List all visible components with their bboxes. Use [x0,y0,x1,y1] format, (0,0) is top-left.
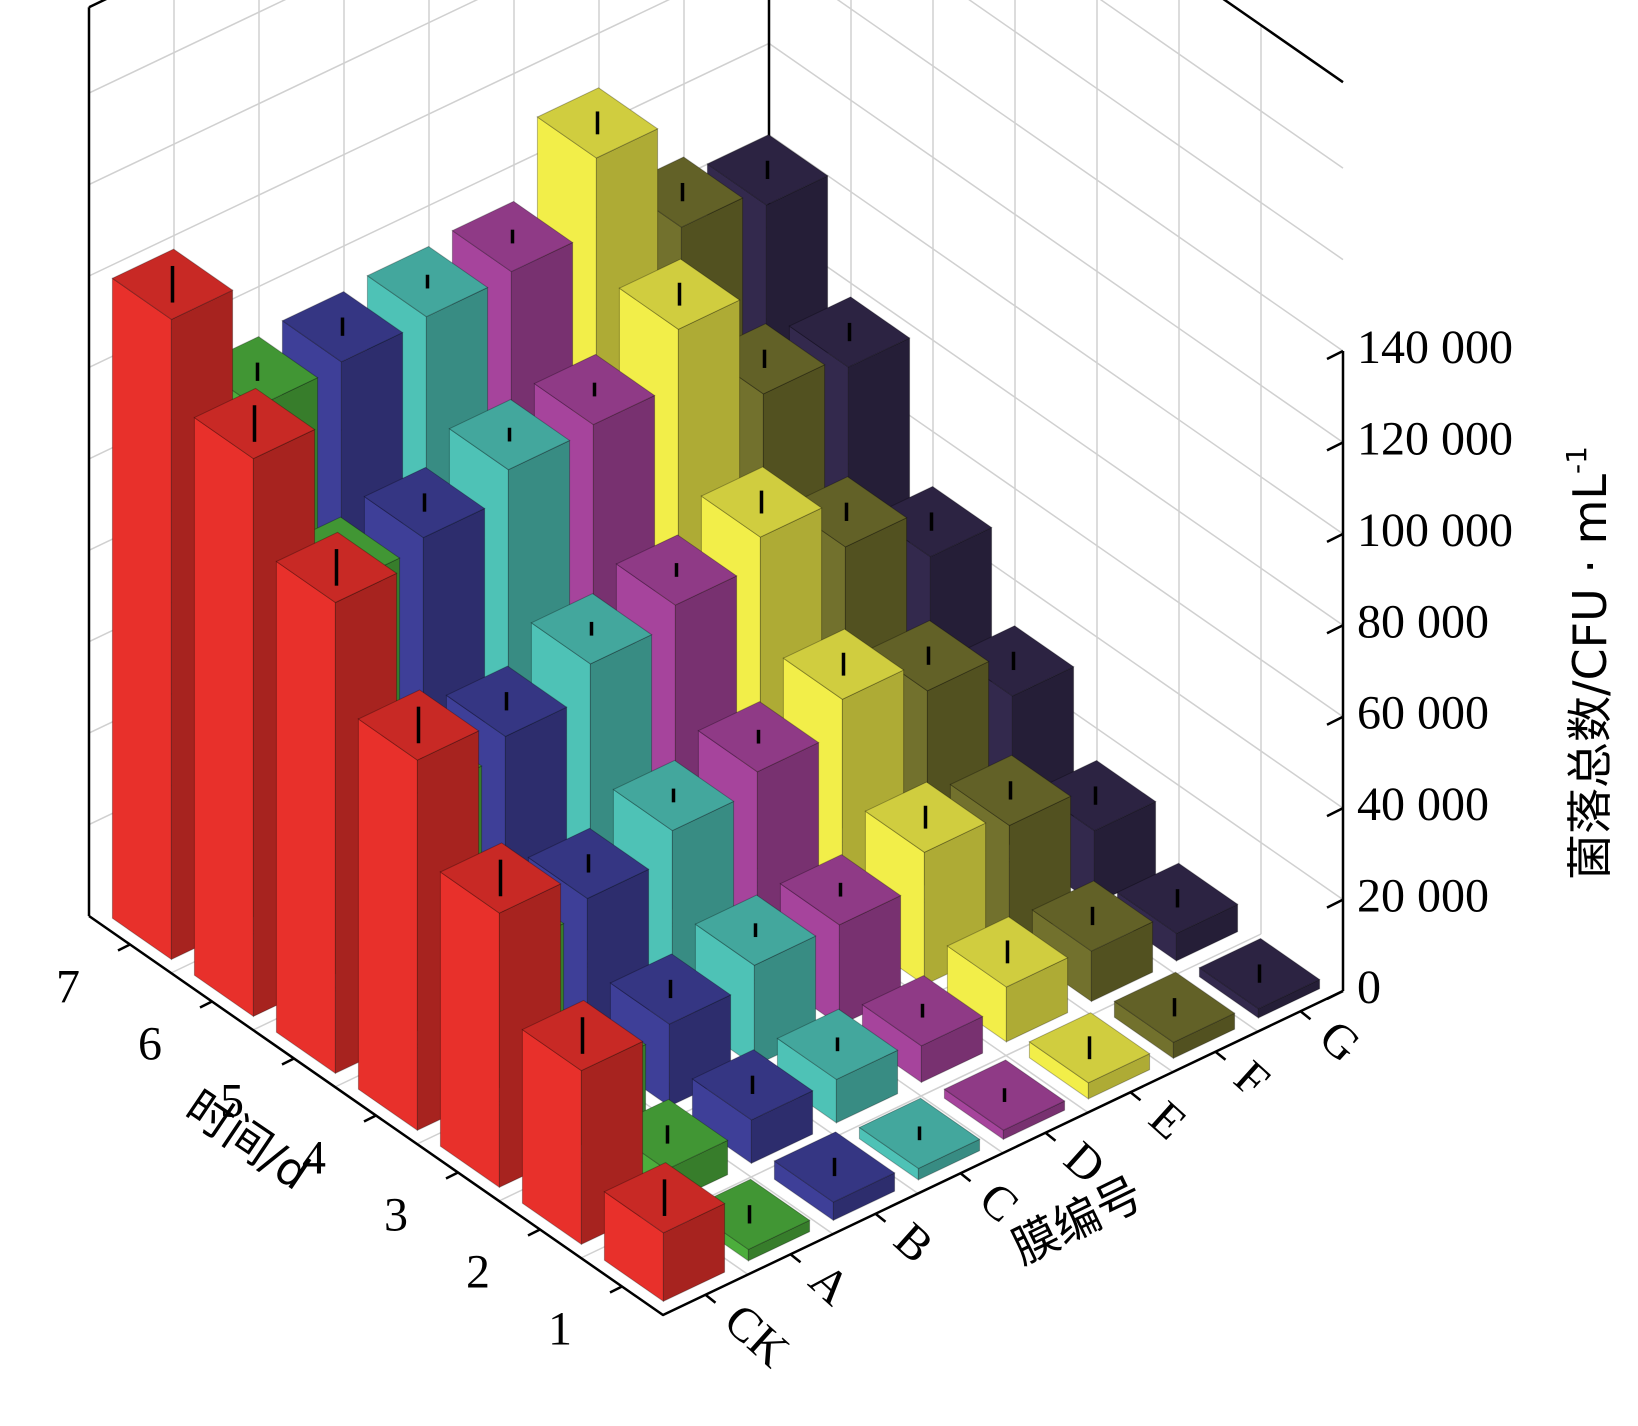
time-tick-label: 2 [466,1246,490,1299]
z-tick-label: 0 [1357,961,1381,1014]
bar-B-day-2 [691,1049,814,1165]
time-tick [609,1285,623,1294]
time-tick [363,1114,377,1123]
bar-D-day-1 [943,1059,1066,1141]
time-tick [527,1228,541,1237]
bar-face-front [357,718,418,1132]
bar-CK-day-1 [603,1162,726,1303]
membrane-tick [1299,1010,1312,1021]
x-axis-title: 时间/d [176,1079,320,1200]
bar-B-day-1 [773,1131,896,1222]
z-tick [1326,532,1344,543]
time-tick [117,943,131,952]
membrane-tick-label: E [1139,1091,1196,1150]
bar-face-front [111,277,172,961]
bar-face-front [439,871,500,1189]
membrane-tick-label: F [1224,1051,1279,1108]
membrane-tick [1214,1050,1227,1061]
floor-front-edges [88,914,1344,1317]
z-tick [1326,624,1344,635]
z-tick-label: 20 000 [1357,870,1489,923]
z-tick [1326,989,1344,1001]
z-tick [1326,441,1344,452]
z-tick-label: 60 000 [1357,687,1489,740]
frame-top [88,0,1344,84]
z-axis-title: 菌落总数/CFU · mL-1 [1560,446,1617,880]
membrane-tick [1044,1131,1057,1142]
bar-face-front [193,416,254,1018]
z-axis-title-main: 菌落总数/CFU · mL [1563,474,1617,880]
membrane-tick [1129,1091,1142,1102]
bar-E-day-1 [1028,1012,1151,1100]
z-tick [1326,898,1344,909]
z-tick-label: 140 000 [1357,321,1513,374]
bar-D-day-2 [861,975,984,1084]
membrane-tick-label: B [884,1213,943,1274]
z-tick [1326,807,1344,818]
z-tick-label: 40 000 [1357,778,1489,831]
membrane-tick [789,1253,802,1264]
grid-line [88,0,1344,261]
time-tick-label: 5 [220,1075,244,1128]
membrane-tick [959,1172,972,1183]
bar-F-day-1 [1113,971,1236,1060]
z-axis-title-superscript: -1 [1560,446,1593,474]
z-tick [1326,715,1344,726]
grid-line [88,0,1344,169]
z-tick-label: 100 000 [1357,504,1513,557]
membrane-tick-label: CK [714,1294,799,1378]
time-tick-label: 1 [548,1303,572,1356]
bar-C-day-1 [858,1097,981,1181]
chart-bars [111,87,1321,1303]
grid-line [88,0,1344,352]
membrane-tick [874,1212,887,1223]
time-tick [281,1057,295,1066]
bar-E-day-2 [946,916,1069,1043]
time-tick-label: 4 [302,1132,326,1185]
time-tick-label: 7 [56,961,80,1014]
z-tick-label: 80 000 [1357,595,1489,648]
z-tick [1326,349,1344,361]
membrane-tick-label: A [799,1253,860,1316]
time-tick [445,1171,459,1180]
bar-C-day-2 [776,1008,899,1124]
time-tick-label: 6 [138,1018,162,1071]
bar-G-day-1 [1198,937,1321,1019]
time-tick-label: 3 [384,1189,408,1242]
membrane-tick [704,1293,717,1304]
z-tick-label: 120 000 [1357,412,1513,465]
membrane-tick-label: G [1309,1010,1370,1073]
bar-face-front [275,560,336,1075]
time-tick [199,1000,213,1009]
